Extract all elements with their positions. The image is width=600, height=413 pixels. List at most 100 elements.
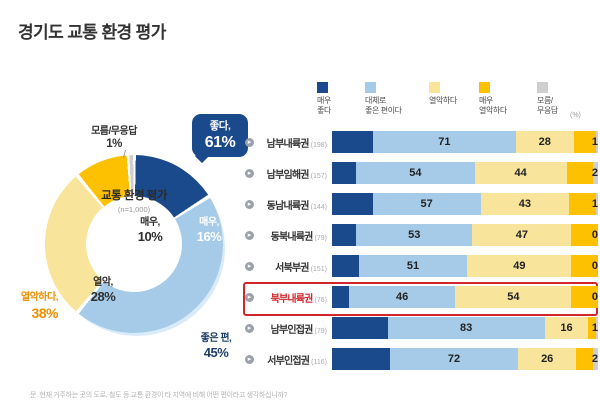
legend-swatch-icon: [317, 82, 328, 93]
legend-item-4: 모름/무응답: [537, 82, 585, 116]
row-label: 동북내륙권 (79): [270, 231, 327, 243]
row-sample-size: (157): [310, 172, 327, 180]
row-label: 남부인접권 (79): [270, 324, 327, 336]
row-sample-size: (76): [314, 296, 327, 304]
row-label: 서부인접권 (116): [267, 355, 327, 367]
bar-segment-3: [569, 193, 596, 215]
donut-sample-size: (n=1,000): [117, 205, 151, 214]
bar-segment-1: 51: [358, 255, 468, 277]
legend-item-3: 매우 열악하다: [479, 82, 537, 116]
stacked-bar: 71 28 1: [332, 131, 599, 153]
pie-label-rather-good: 좋은 편, 45%: [200, 333, 232, 360]
legend-item-label: 모름/: [537, 96, 553, 105]
donut-chart: 교통 환경 평가 (n=1,000) 매우, 16% 좋은 편, 45% 열악,…: [0, 100, 262, 360]
unknown-value-label: 1: [591, 136, 598, 148]
unknown-value-label: 0: [591, 291, 598, 303]
bar-segment-2: 44: [474, 162, 567, 184]
row-label: 동남내륙권 (144): [266, 200, 327, 212]
donut-ring: 교통 환경 평가 (n=1,000) 매우, 16% 좋은 편, 45% 열악,…: [45, 155, 232, 360]
bar-segment-1: 53: [356, 224, 473, 246]
pie-label-unknown: 모름/무응답 1%: [91, 126, 137, 150]
bar-segment-3: [573, 131, 596, 153]
bar-row-서북부권: ▸ 서북부권 (151) 51 49 0: [245, 255, 598, 277]
bar-segment-4: [595, 131, 599, 153]
row-label: 남부내륙권 (198): [266, 138, 327, 150]
legend-item-label: 대체로: [365, 96, 386, 105]
bar-segment-1: 83: [387, 317, 545, 339]
row-sample-size: (79): [314, 327, 327, 335]
bar-segment-2: 47: [472, 224, 572, 246]
bar-segment-1: 71: [373, 131, 516, 153]
row-label: 남부임해권 (157): [266, 169, 327, 181]
bar-segment-2: 16: [544, 317, 589, 339]
row-bullet-icon: ▸: [245, 354, 254, 364]
row-bullet-icon: ▸: [245, 323, 254, 333]
donut-hole: [86, 196, 182, 292]
unknown-value-label: 0: [591, 260, 598, 272]
bar-segment-3: [571, 286, 598, 308]
legend-item-label: 좋다: [317, 106, 331, 115]
row-bullet-icon: ▸: [245, 261, 254, 271]
bar-segment-2: 28: [515, 131, 574, 153]
bar-row-남부인접권: ▸ 남부인접권 (79) 83 16 1: [245, 317, 599, 339]
legend-item-label: 무응답: [537, 106, 558, 115]
legend-swatch-icon: [479, 82, 490, 93]
donut-center-label: 교통 환경 평가 (n=1,000): [25, 187, 243, 214]
stacked-bar: 51 49 0: [332, 255, 598, 277]
poor-total-callout: 열악하다, 38%: [20, 292, 59, 321]
bar-segment-2: 26: [518, 348, 577, 370]
stacked-bar: 54 44 2: [332, 162, 598, 184]
bar-segment-0: [332, 162, 357, 184]
row-bullet-icon: ▸: [245, 292, 254, 302]
bar-row-남부임해권: ▸ 남부임해권 (157) 54 44 2: [245, 162, 598, 184]
bar-chart-legend: 매우 좋다 대체로 좋은 편이다 열악하다 매우 열악하다 모름/무응답: [317, 82, 585, 116]
unknown-value-label: 0: [591, 229, 598, 241]
bar-segment-0: [332, 131, 374, 153]
legend-item-label: 매우: [479, 96, 493, 105]
row-sample-size: (144): [310, 203, 327, 211]
bar-segment-3: [566, 162, 594, 184]
stacked-bar: 57 43 1: [332, 193, 598, 215]
bar-segment-4: [593, 162, 598, 184]
pie-label-very-good: 매우, 16%: [196, 217, 222, 244]
unknown-value-label: 2: [591, 167, 598, 179]
bar-segment-3: [571, 255, 598, 277]
legend-swatch-icon: [429, 82, 440, 93]
bar-segment-1: 54: [356, 162, 475, 184]
page-title: 경기도 교통 환경 평가: [18, 23, 166, 42]
legend-swatch-icon: [365, 82, 376, 93]
bar-segment-0: [332, 317, 388, 339]
row-sample-size: (151): [310, 265, 327, 273]
bar-row-동북내륙권: ▸ 동북내륙권 (79) 53 47 0: [245, 224, 598, 246]
survey-question-footnote: 문. 현재 거주하는 곳의 도로, 철도 등 교통 환경이 타 지역에 비해 어…: [30, 392, 288, 399]
bar-segment-1: 72: [389, 348, 519, 370]
legend-item-label: 좋은 편이다: [365, 106, 402, 115]
stacked-bar: 53 47 0: [332, 224, 598, 246]
bar-segment-1: 57: [372, 193, 481, 215]
row-bullet-icon: ▸: [245, 168, 254, 178]
legend-swatch-icon: [537, 82, 548, 93]
row-bullet-icon: ▸: [245, 137, 254, 147]
bar-segment-0: [332, 348, 390, 370]
bar-segment-3: [571, 224, 598, 246]
legend-item-label: 열악하다: [429, 96, 457, 105]
bar-segment-1: 46: [348, 286, 456, 308]
row-label: 북부내륙권 (76): [270, 293, 327, 305]
bar-segment-2: 54: [455, 286, 572, 308]
good-total-callout: 좋다, 61%: [192, 114, 248, 157]
stacked-bar: 46 54 0: [332, 286, 598, 308]
bar-segment-0: [332, 193, 373, 215]
legend-item-label: 매우: [317, 96, 331, 105]
donut-title: 교통 환경 평가: [101, 190, 167, 202]
legend-item-1: 대체로 좋은 편이다: [365, 82, 429, 116]
row-bullet-icon: ▸: [245, 230, 254, 240]
row-bullet-icon: ▸: [245, 199, 254, 209]
legend-item-label: 열악하다: [479, 106, 507, 115]
legend-item-2: 열악하다: [429, 82, 479, 116]
stacked-bar: 83 16 1: [332, 317, 599, 339]
bar-segment-4: [595, 193, 598, 215]
unknown-value-label: 1: [591, 198, 598, 210]
stacked-bar: 72 26 2: [332, 348, 598, 370]
bar-segment-3: [588, 317, 596, 339]
bar-segment-4: [593, 348, 598, 370]
